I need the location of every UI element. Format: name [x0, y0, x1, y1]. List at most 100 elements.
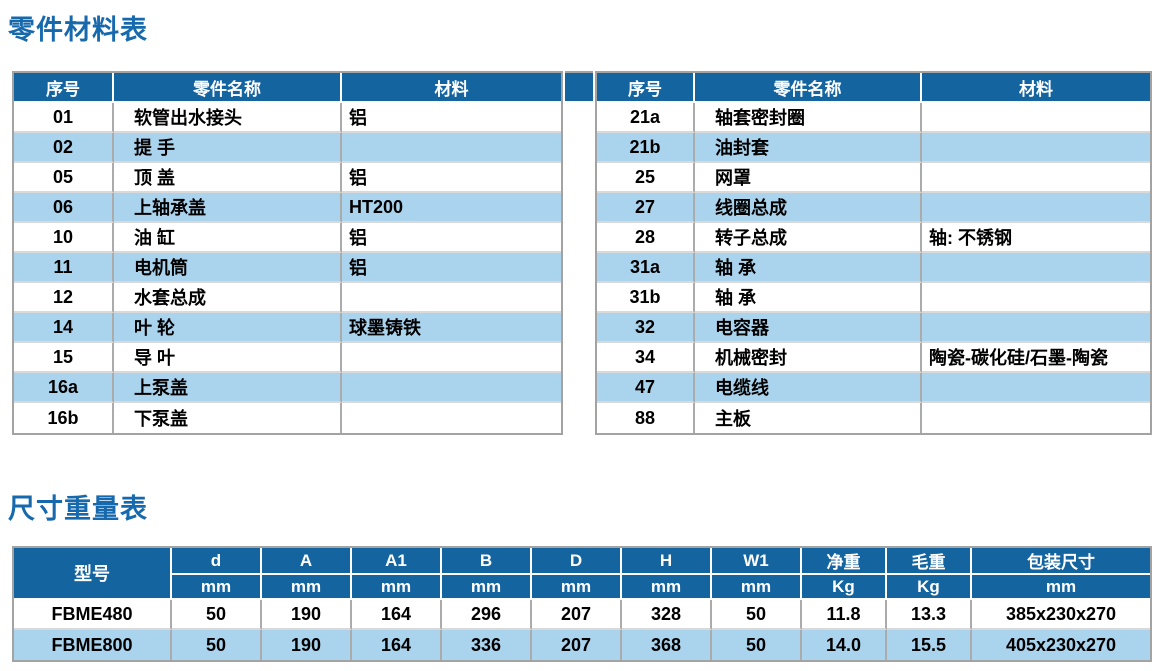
cell-values-6: 50 [712, 600, 802, 630]
cell-material [922, 313, 1150, 343]
cell-material: 陶瓷-碳化硅/石墨-陶瓷 [922, 343, 1150, 373]
unit-net-weight: Kg [802, 575, 887, 600]
cell-values-5: 368 [622, 630, 712, 660]
cell-values-8: 15.5 [887, 630, 972, 660]
cell-num: 21b [597, 133, 695, 163]
cell-num: 14 [14, 313, 114, 343]
col-header-a: A [262, 548, 352, 575]
col-header-num: 序号 [597, 73, 695, 103]
cell-material: 轴: 不锈钢 [922, 223, 1150, 253]
cell-values-5: 328 [622, 600, 712, 630]
cell-material: 铝 [342, 163, 561, 193]
parts-table-left-header: 序号 零件名称 材料 [14, 73, 561, 103]
header-row: 序号 零件名称 材料 [597, 73, 1150, 103]
cell-material [342, 373, 561, 403]
cell-num: 34 [597, 343, 695, 373]
table-row: 14 叶 轮球墨铸铁 [14, 313, 561, 343]
table-row: 16a 上泵盖 [14, 373, 561, 403]
cell-num: 32 [597, 313, 695, 343]
cell-name: 下泵盖 [114, 403, 342, 433]
cell-material [922, 403, 1150, 433]
table-row: 31b 轴 承 [597, 283, 1150, 313]
table-row: 16b 下泵盖 [14, 403, 561, 433]
table-row: 12 水套总成 [14, 283, 561, 313]
cell-name: 水套总成 [114, 283, 342, 313]
size-table-header: 型号 d A A1 B D H W1 净重 毛重 包装尺寸 mm mm mm m… [14, 548, 1150, 600]
unit-b: mm [442, 575, 532, 600]
cell-material: HT200 [342, 193, 561, 223]
col-header-b: B [442, 548, 532, 575]
cell-num: 28 [597, 223, 695, 253]
cell-material [922, 103, 1150, 133]
cell-num: 10 [14, 223, 114, 253]
col-header-w1: W1 [712, 548, 802, 575]
table-row: 25 网罩 [597, 163, 1150, 193]
col-header-gross-weight: 毛重 [887, 548, 972, 575]
cell-num: 25 [597, 163, 695, 193]
cell-num: 06 [14, 193, 114, 223]
col-header-a1: A1 [352, 548, 442, 575]
cell-material [342, 283, 561, 313]
parts-table-title: 零件材料表 [8, 15, 148, 45]
table-row: 10 油 缸铝 [14, 223, 561, 253]
cell-name: 网罩 [695, 163, 922, 193]
cell-values-3: 336 [442, 630, 532, 660]
cell-values-3: 296 [442, 600, 532, 630]
spec-sheet-page: 零件材料表 序号 零件名称 材料 01 软管出水接头铝 02 提 手 05 顶 盖铝 06 上… [0, 8, 1164, 662]
table-row: 15 导 叶 [14, 343, 561, 373]
cell-num: 11 [14, 253, 114, 283]
cell-values-0: 50 [172, 630, 262, 660]
col-header-h: H [622, 548, 712, 575]
cell-num: 27 [597, 193, 695, 223]
size-table-body: FBME480 50 190 164 296 207 328 50 11.8 13.3 385x23… [14, 600, 1150, 660]
table-row: 34 机械密封 陶瓷-碳化硅/石墨-陶瓷 [597, 343, 1150, 373]
cell-material [922, 253, 1150, 283]
cell-material [922, 373, 1150, 403]
col-header-d2: D [532, 548, 622, 575]
col-header-name: 零件名称 [114, 73, 342, 103]
table-row: 02 提 手 [14, 133, 561, 163]
col-header-num: 序号 [14, 73, 114, 103]
unit-d2: mm [532, 575, 622, 600]
table-row: 11 电机筒铝 [14, 253, 561, 283]
cell-values-6: 50 [712, 630, 802, 660]
cell-num: 12 [14, 283, 114, 313]
cell-values-8: 13.3 [887, 600, 972, 630]
cell-name: 油封套 [695, 133, 922, 163]
table-row: FBME480 50 190 164 296 207 328 50 11.8 13.3 385x23… [14, 600, 1150, 630]
table-row: 05 顶 盖铝 [14, 163, 561, 193]
cell-name: 软管出水接头 [114, 103, 342, 133]
cell-num: 15 [14, 343, 114, 373]
cell-values-1: 190 [262, 630, 352, 660]
cell-num: 16b [14, 403, 114, 433]
table-row: 21b 油封套 [597, 133, 1150, 163]
unit-a: mm [262, 575, 352, 600]
cell-material [922, 163, 1150, 193]
cell-name: 轴套密封圈 [695, 103, 922, 133]
cell-name: 油 缸 [114, 223, 342, 253]
size-weight-table: 型号 d A A1 B D H W1 净重 毛重 包装尺寸 mm mm mm m… [12, 546, 1152, 662]
header-row-units: mm mm mm mm mm mm mm Kg Kg mm [14, 575, 1150, 600]
unit-w1: mm [712, 575, 802, 600]
parts-table-right-body: 21a 轴套密封圈 21b 油封套 25 网罩 27 线圈总成 28 转子总成 轴: 不锈钢 31a 轴… [597, 103, 1150, 433]
table-gap-spacer [563, 71, 595, 103]
table-row: 27 线圈总成 [597, 193, 1150, 223]
cell-name: 叶 轮 [114, 313, 342, 343]
parts-table-right-header: 序号 零件名称 材料 [597, 73, 1150, 103]
table-row: 21a 轴套密封圈 [597, 103, 1150, 133]
col-header-model: 型号 [14, 548, 172, 600]
col-header-d: d [172, 548, 262, 575]
cell-material [342, 403, 561, 433]
col-header-package-dims: 包装尺寸 [972, 548, 1150, 575]
table-row: 06 上轴承盖 HT200 [14, 193, 561, 223]
unit-d: mm [172, 575, 262, 600]
cell-values-4: 207 [532, 630, 622, 660]
table-row: 28 转子总成 轴: 不锈钢 [597, 223, 1150, 253]
cell-values-0: 50 [172, 600, 262, 630]
cell-num: 16a [14, 373, 114, 403]
cell-name: 电缆线 [695, 373, 922, 403]
col-header-net-weight: 净重 [802, 548, 887, 575]
cell-num: 01 [14, 103, 114, 133]
cell-name: 导 叶 [114, 343, 342, 373]
cell-num: 05 [14, 163, 114, 193]
